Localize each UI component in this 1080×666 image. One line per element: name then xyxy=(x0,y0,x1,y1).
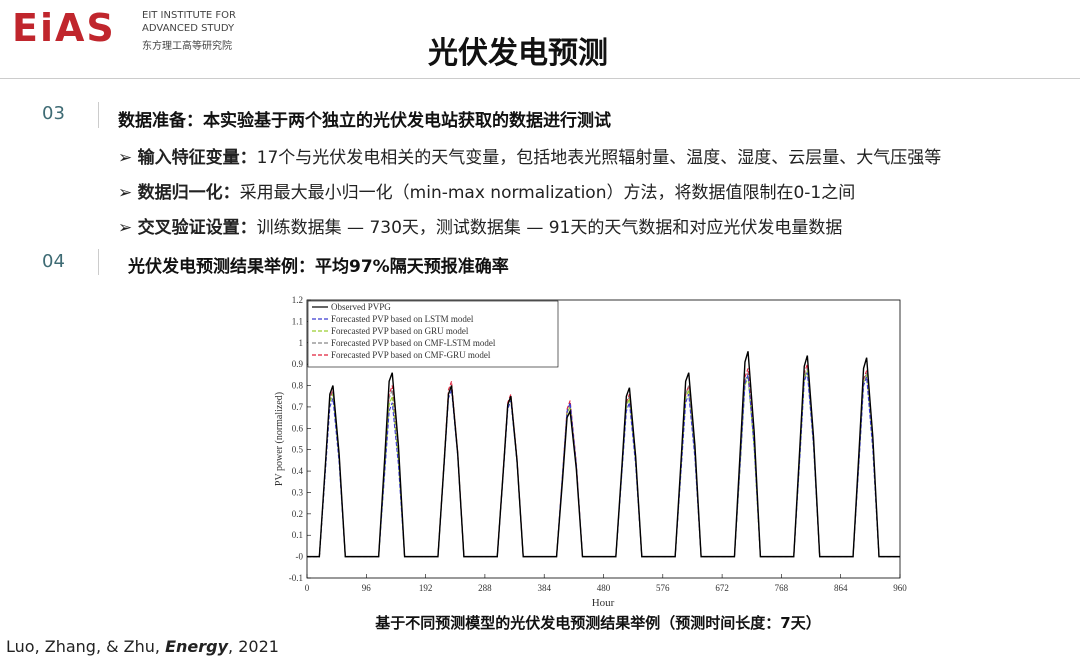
citation-year: , 2021 xyxy=(228,637,279,656)
legend-label: Forecasted PVP based on GRU model xyxy=(331,326,469,336)
section-heading: 数据准备：本实验基于两个独立的光伏发电站获取的数据进行测试 xyxy=(118,111,611,131)
x-tick-label: 192 xyxy=(419,583,433,593)
y-axis-label: PV power (normalized) xyxy=(274,392,285,486)
x-tick-label: 864 xyxy=(834,583,848,593)
separator xyxy=(98,102,99,128)
legend-box xyxy=(307,300,559,368)
y-tick-label: -0 xyxy=(296,552,304,562)
section-number: 04 xyxy=(42,251,65,272)
bullet-text: 训练数据集 — 730天，测试数据集 — 91天的天气数据和对应光伏发电量数据 xyxy=(256,218,843,238)
figure-caption: 基于不同预测模型的光伏发电预测结果举例（预测时间长度：7天） xyxy=(375,614,821,632)
y-tick-label: 0.7 xyxy=(292,402,304,412)
y-tick-label: 0.6 xyxy=(292,423,304,433)
x-tick-label: 480 xyxy=(597,583,611,593)
series-line xyxy=(307,351,900,558)
bullet-text: 采用最大最小归一化（min-max normalization）方法，将数据值限… xyxy=(239,183,856,203)
x-tick-label: 288 xyxy=(478,583,492,593)
bullet-label: 输入特征变量： xyxy=(137,148,257,168)
bullet-label: 数据归一化： xyxy=(137,183,240,203)
y-tick-label: 0.5 xyxy=(292,445,304,455)
citation: Luo, Zhang, & Zhu, Energy, 2021 xyxy=(6,637,279,656)
y-tick-label: 0.9 xyxy=(292,359,304,369)
bullet: ➢ 交叉验证设置：训练数据集 — 730天，测试数据集 — 91天的天气数据和对… xyxy=(118,218,843,238)
bullet: ➢ 输入特征变量：17个与光伏发电相关的天气变量，包括地表光照辐射量、温度、湿度… xyxy=(118,148,942,168)
y-tick-label: 0.3 xyxy=(292,487,304,497)
y-tick-label: 1 xyxy=(299,338,304,348)
y-tick-label: 0.4 xyxy=(292,466,304,476)
citation-journal: Energy xyxy=(165,637,229,656)
y-tick-label: 0.2 xyxy=(292,509,303,519)
y-tick-label: 1.1 xyxy=(292,316,303,326)
y-tick-label: -0.1 xyxy=(289,573,303,583)
x-axis-label: Hour xyxy=(592,597,615,609)
x-tick-label: 768 xyxy=(775,583,789,593)
logo-text: 东方理工高等研究院 xyxy=(142,41,232,52)
legend-label: Observed PVPG xyxy=(331,302,391,312)
x-tick-label: 672 xyxy=(715,583,729,593)
bullet-text: 17个与光伏发电相关的天气变量，包括地表光照辐射量、温度、湿度、云层量、大气压强… xyxy=(256,148,942,168)
x-tick-label: 0 xyxy=(305,583,310,593)
y-tick-label: 0.1 xyxy=(292,530,303,540)
y-tick-label: 1.2 xyxy=(292,295,303,305)
legend-label: Forecasted PVP based on CMF-LSTM model xyxy=(331,338,496,348)
logo-text: EIT INSTITUTE FOR xyxy=(142,10,236,21)
bullet: ➢ 数据归一化：采用最大最小归一化（min-max normalization）… xyxy=(118,183,856,203)
logo-text: ADVANCED STUDY xyxy=(142,23,235,34)
bullet-label: 交叉验证设置： xyxy=(137,218,257,238)
section-number: 03 xyxy=(42,103,65,124)
x-tick-label: 384 xyxy=(537,583,551,593)
logo-mark: EiAS xyxy=(12,6,116,50)
legend-label: Forecasted PVP based on CMF-GRU model xyxy=(331,350,491,360)
section-heading: 光伏发电预测结果举例：平均97%隔天预报准确率 xyxy=(128,257,509,277)
citation-authors: Luo, Zhang, & Zhu, xyxy=(6,637,166,656)
x-tick-label: 576 xyxy=(656,583,670,593)
slide-title: 光伏发电预测 xyxy=(428,36,608,71)
x-tick-label: 960 xyxy=(893,583,907,593)
separator xyxy=(98,249,99,275)
divider xyxy=(0,78,1080,79)
y-tick-label: 0.8 xyxy=(292,381,304,391)
legend-label: Forecasted PVP based on LSTM model xyxy=(331,314,474,324)
x-tick-label: 96 xyxy=(362,583,372,593)
